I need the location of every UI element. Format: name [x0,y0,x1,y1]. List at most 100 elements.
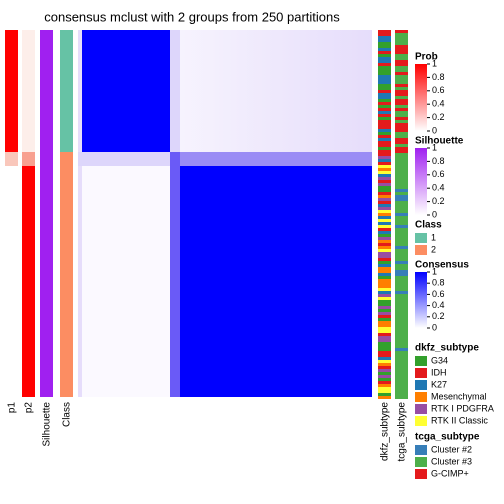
legend-label: Mesenchymal [431,391,487,401]
tcga-stripe [395,39,408,42]
consensus-block [180,166,372,397]
tcga-stripe [395,393,408,396]
tcga-stripe [395,237,408,240]
dkfz-stripe [378,138,391,141]
tcga-stripe [395,33,408,36]
dkfz-stripe [378,147,391,150]
tcga-stripe [395,177,408,180]
p2-block [22,152,35,166]
dkfz-stripe [378,234,391,237]
dkfz-stripe [378,42,391,45]
tcga-stripe [395,294,408,297]
dkfz-stripe [378,153,391,156]
tcga-stripe [395,336,408,339]
tcga-stripe [395,111,408,114]
tcga-stripe [395,69,408,72]
dkfz-stripe [378,288,391,291]
p1-block [5,152,18,166]
tcga-stripe [395,300,408,303]
tcga-stripe [395,123,408,126]
dkfz-stripe [378,150,391,153]
tcga-stripe [395,390,408,393]
dkfz-stripe [378,57,391,60]
tcga-stripe [395,324,408,327]
dkfz-stripe [378,345,391,348]
legend-swatch [415,392,427,402]
legend-swatch [415,457,427,467]
tcga-stripe [395,171,408,174]
legend-title: Silhouette [415,136,464,147]
dkfz-stripe [378,396,391,399]
tcga-stripe [395,129,408,132]
dkfz-stripe [378,258,391,261]
legend-swatch [415,469,427,479]
legend-title: Consensus [415,260,469,271]
dkfz-stripe [378,351,391,354]
dkfz-stripe [378,213,391,216]
dkfz-stripe [378,264,391,267]
column-label: tcga_subtype [397,402,408,462]
consensus-band [170,152,180,397]
tcga-stripe [395,201,408,204]
dkfz-stripe [378,267,391,270]
legend-title: Class [415,220,442,231]
dkfz-stripe [378,33,391,36]
tcga-stripe [395,30,408,33]
legend-tick-label: 0.6 [432,85,445,95]
legend-swatch [415,233,427,243]
legend-title: tcga_subtype [415,432,480,443]
tcga-stripe [395,207,408,210]
dkfz-stripe [378,120,391,123]
dkfz-stripe [378,135,391,138]
tcga-stripe [395,120,408,123]
legend-tick-label: 0.6 [432,289,445,299]
legend-colorbar [415,64,427,131]
tcga-stripe [395,141,408,144]
column-label: dkfz_subtype [380,402,391,461]
consensus-band [82,166,170,397]
legend-title: dkfz_subtype [415,343,479,354]
tcga-stripe [395,396,408,399]
tcga-stripe [395,366,408,369]
legend-label: RTK II Classic [431,415,488,425]
tcga-stripe [395,387,408,390]
legend-tick-label: 0.4 [432,99,445,109]
dkfz-stripe [378,366,391,369]
tcga-stripe [395,288,408,291]
dkfz-stripe [378,306,391,309]
tcga-stripe [395,282,408,285]
dkfz-stripe [378,363,391,366]
dkfz-stripe [378,297,391,300]
dkfz-stripe [378,87,391,90]
tcga-stripe [395,228,408,231]
dkfz-stripe [378,378,391,381]
dkfz-stripe [378,186,391,189]
dkfz-stripe [378,381,391,384]
dkfz-stripe [378,327,391,330]
tcga-stripe [395,243,408,246]
class-block [60,30,73,152]
tcga-stripe [395,297,408,300]
tcga-stripe [395,249,408,252]
tcga-stripe [395,354,408,357]
tcga-stripe [395,363,408,366]
dkfz-stripe [378,75,391,78]
legend-swatch [415,356,427,366]
tcga-stripe [395,165,408,168]
consensus-band [78,30,82,397]
dkfz-stripe [378,108,391,111]
dkfz-stripe [378,195,391,198]
tcga-stripe [395,57,408,60]
dkfz-stripe [378,243,391,246]
consensus-band [170,30,180,152]
dkfz-stripe [378,132,391,135]
tcga-stripe [395,102,408,105]
dkfz-stripe [378,372,391,375]
dkfz-stripe [378,216,391,219]
dkfz-stripe [378,72,391,75]
dkfz-stripe [378,387,391,390]
tcga-stripe [395,108,408,111]
tcga-stripe [395,264,408,267]
dkfz-stripe [378,39,391,42]
dkfz-stripe [378,390,391,393]
